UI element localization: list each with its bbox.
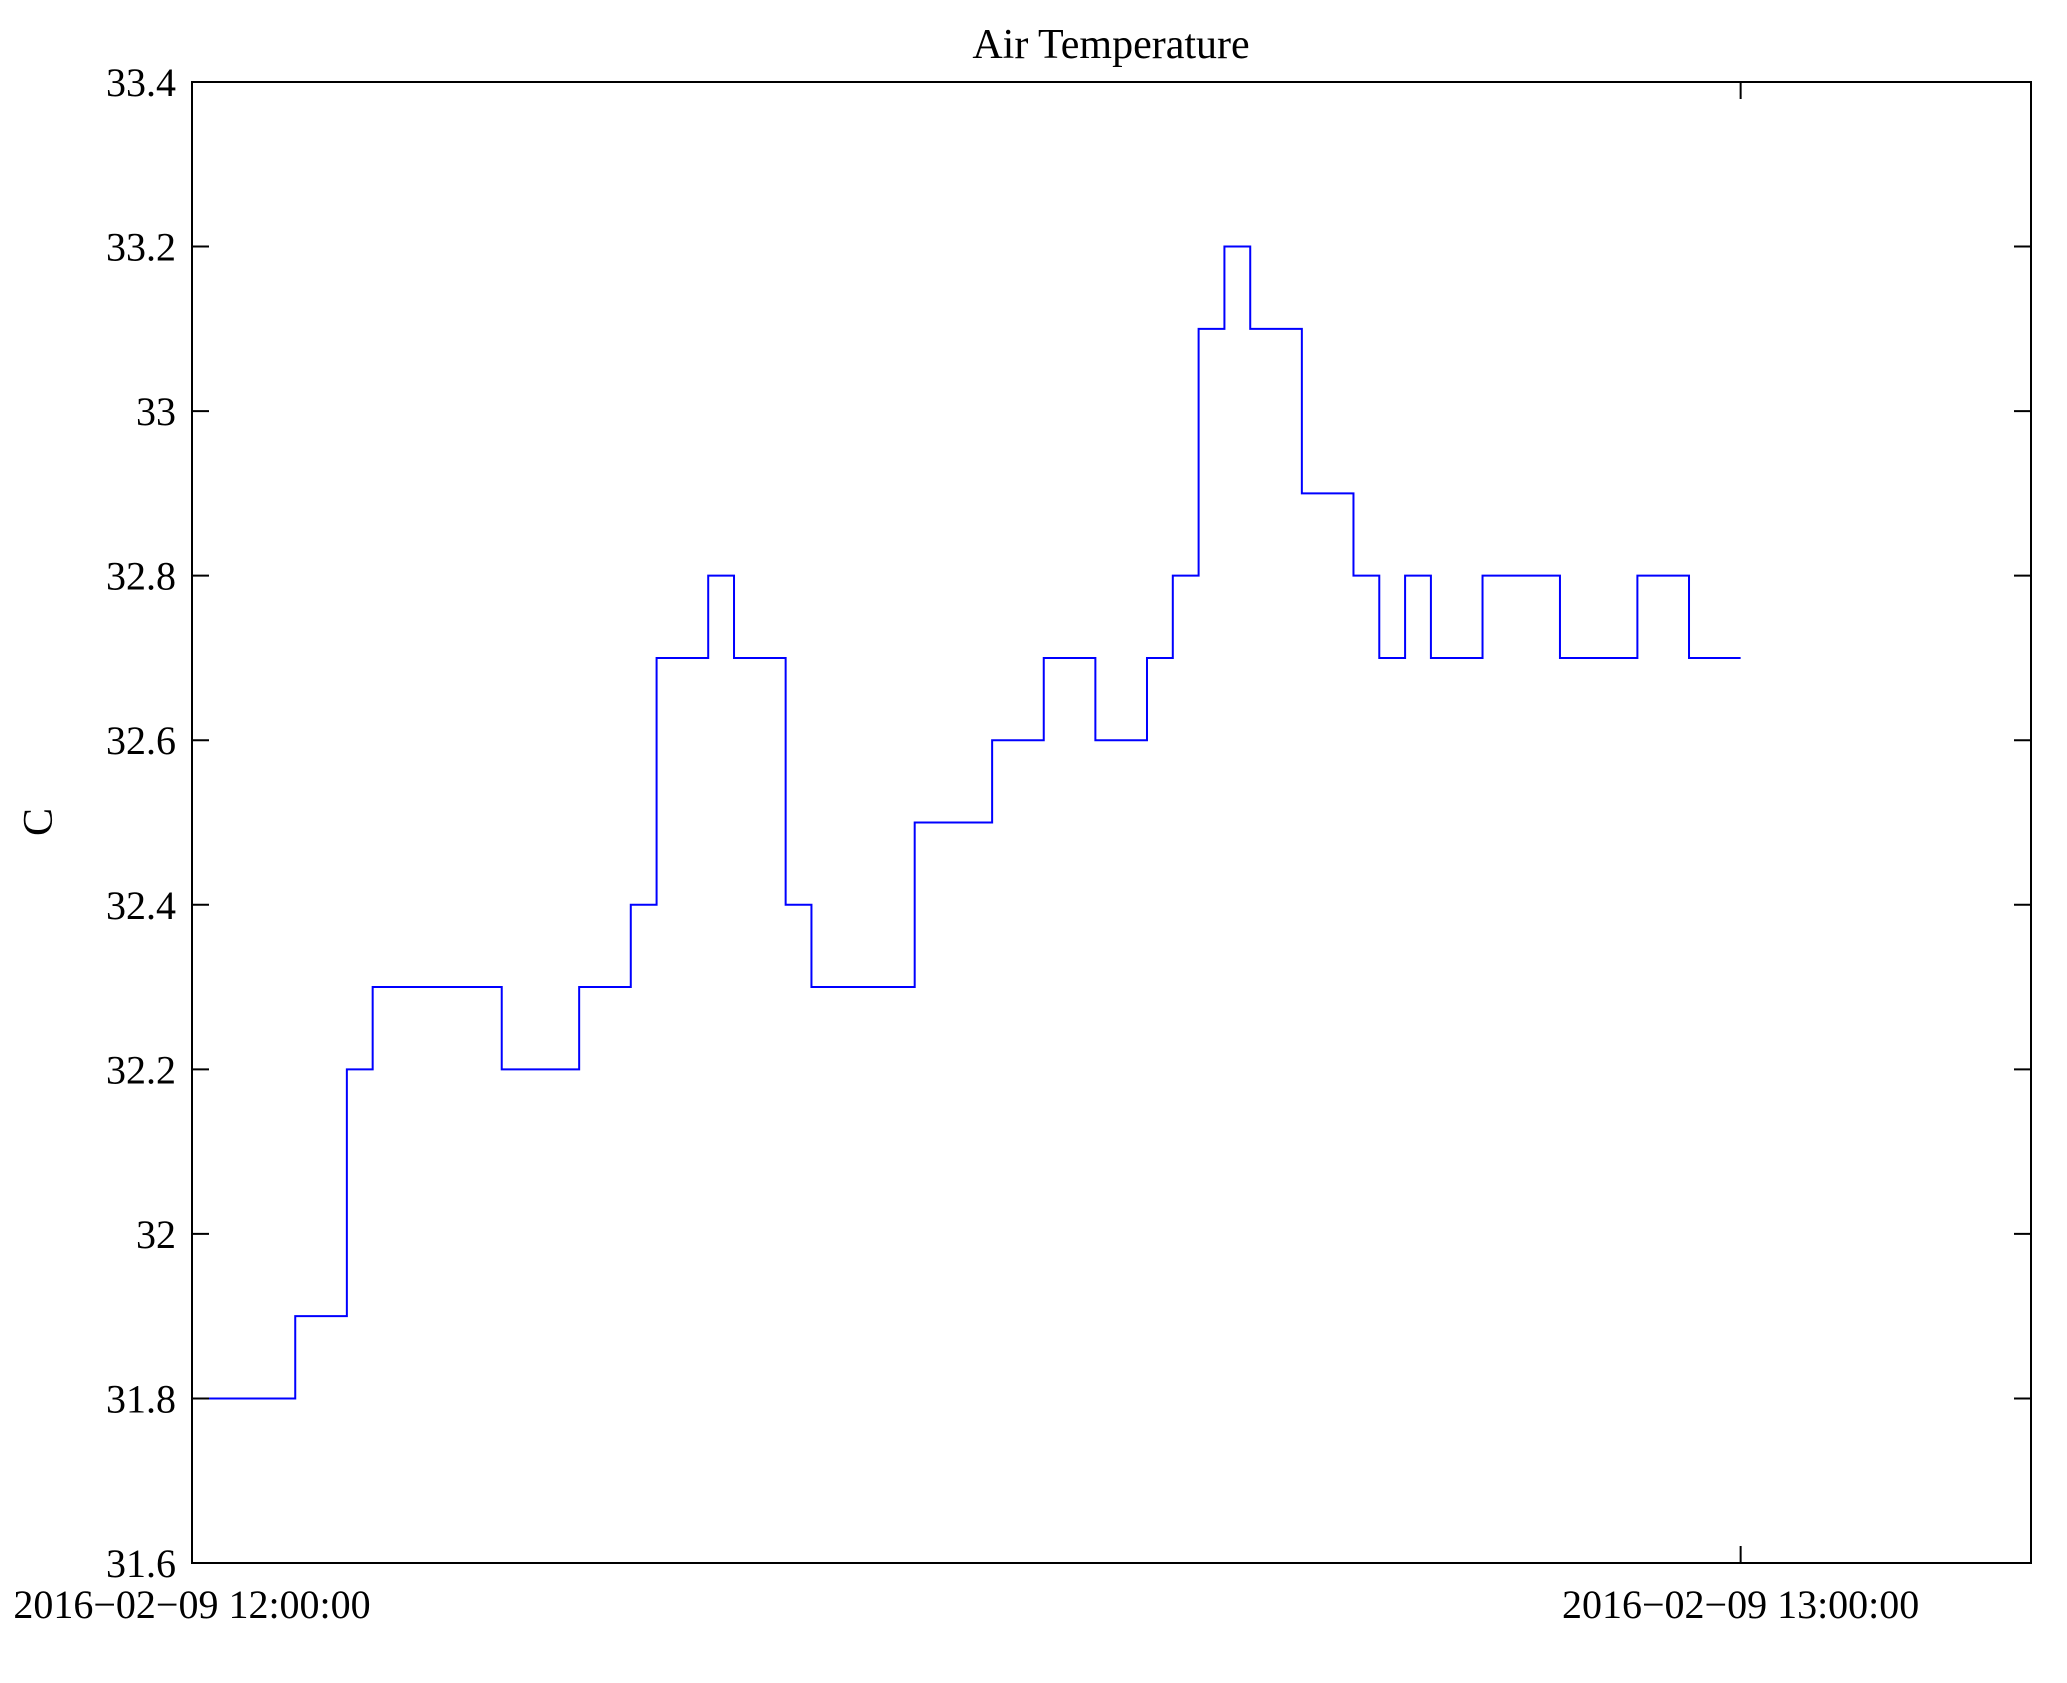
chart-title: Air Temperature <box>972 22 1249 68</box>
y-tick-label: 33 <box>136 389 176 434</box>
y-tick-label: 32.2 <box>106 1047 176 1092</box>
chart-canvas: 31.6 31.8 32 32.2 32.4 32.6 32.8 33 33.2 33.4 2016… <box>13 60 2032 1627</box>
y-axis-label: C <box>16 808 62 836</box>
y-tick-label: 32.4 <box>106 883 176 928</box>
y-tick-label: 32.8 <box>106 554 176 599</box>
y-tick-label: 31.6 <box>106 1541 176 1586</box>
plot-box <box>191 81 2032 1564</box>
y-tick-label: 33.4 <box>106 60 176 105</box>
y-tick-label: 33.2 <box>106 225 176 270</box>
x-tick-label: 2016−02−09 12:00:00 <box>13 1582 370 1627</box>
y-tick-label: 31.8 <box>106 1376 176 1421</box>
y-tick-label: 32.6 <box>106 718 176 763</box>
x-tick-label: 2016−02−09 13:00:00 <box>1562 1582 1919 1627</box>
y-tick-label: 32 <box>136 1212 176 1257</box>
temperature-series-line <box>192 245 1741 1400</box>
